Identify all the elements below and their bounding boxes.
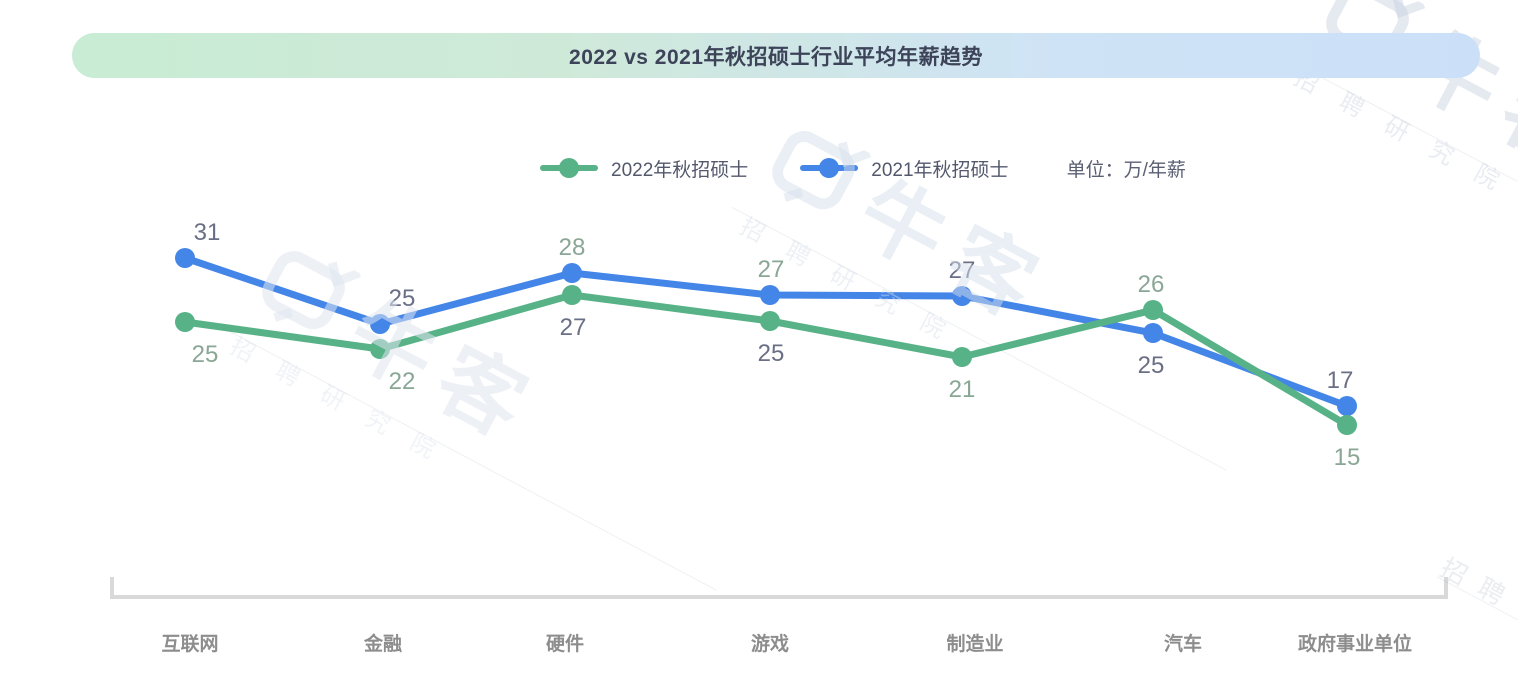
data-label-series-1: 27 [949, 257, 976, 284]
data-point-series-1 [175, 248, 195, 268]
data-label-series-1: 31 [194, 219, 221, 246]
data-point-series-0 [1337, 415, 1357, 435]
x-axis-label: 游戏 [751, 632, 789, 655]
chart-title: 2022 vs 2021年秋招硕士行业平均年薪趋势 [569, 45, 983, 69]
legend-label-2022: 2022年秋招硕士 [611, 159, 749, 181]
data-label-series-0: 26 [1138, 271, 1165, 298]
x-axis-label: 互联网 [161, 633, 218, 655]
data-label-series-1: 25 [1138, 352, 1165, 379]
legend-marker-green-icon [540, 158, 598, 178]
data-point-series-1 [1143, 323, 1163, 343]
title-pill: 2022 vs 2021年秋招硕士行业平均年薪趋势 [72, 33, 1480, 78]
data-point-series-0 [370, 339, 390, 359]
legend-label-2021: 2021年秋招硕士 [871, 159, 1009, 181]
data-label-series-1: 27 [758, 256, 785, 283]
data-point-series-0 [175, 312, 195, 332]
x-axis-label: 硬件 [546, 632, 584, 655]
data-label-series-0: 25 [758, 340, 785, 367]
data-point-series-0 [1143, 300, 1163, 320]
legend-item-2022[interactable]: 2022年秋招硕士 [540, 155, 748, 182]
x-axis-label: 政府事业单位 [1298, 632, 1412, 655]
data-point-series-0 [760, 311, 780, 331]
data-point-series-1 [952, 286, 972, 306]
unit-label: 单位：万/年薪 [1066, 159, 1186, 181]
x-axis-label: 金融 [363, 632, 402, 655]
data-label-series-0: 27 [560, 314, 587, 341]
data-label-series-0: 15 [1334, 444, 1361, 471]
data-label-series-0: 22 [389, 368, 416, 395]
data-label-series-0: 25 [192, 341, 219, 368]
data-label-series-1: 25 [389, 285, 416, 312]
data-point-series-1 [1337, 396, 1357, 416]
data-point-series-0 [562, 285, 582, 305]
data-point-series-1 [370, 314, 390, 334]
x-axis-label: 制造业 [946, 632, 1003, 655]
data-label-series-0: 21 [949, 376, 976, 403]
x-axis [110, 577, 1448, 599]
x-axis-label: 汽车 [1164, 632, 1202, 655]
data-point-series-1 [760, 285, 780, 305]
data-point-series-0 [952, 347, 972, 367]
data-point-series-1 [562, 263, 582, 283]
data-label-series-1: 17 [1327, 367, 1354, 394]
data-label-series-1: 28 [559, 234, 586, 261]
